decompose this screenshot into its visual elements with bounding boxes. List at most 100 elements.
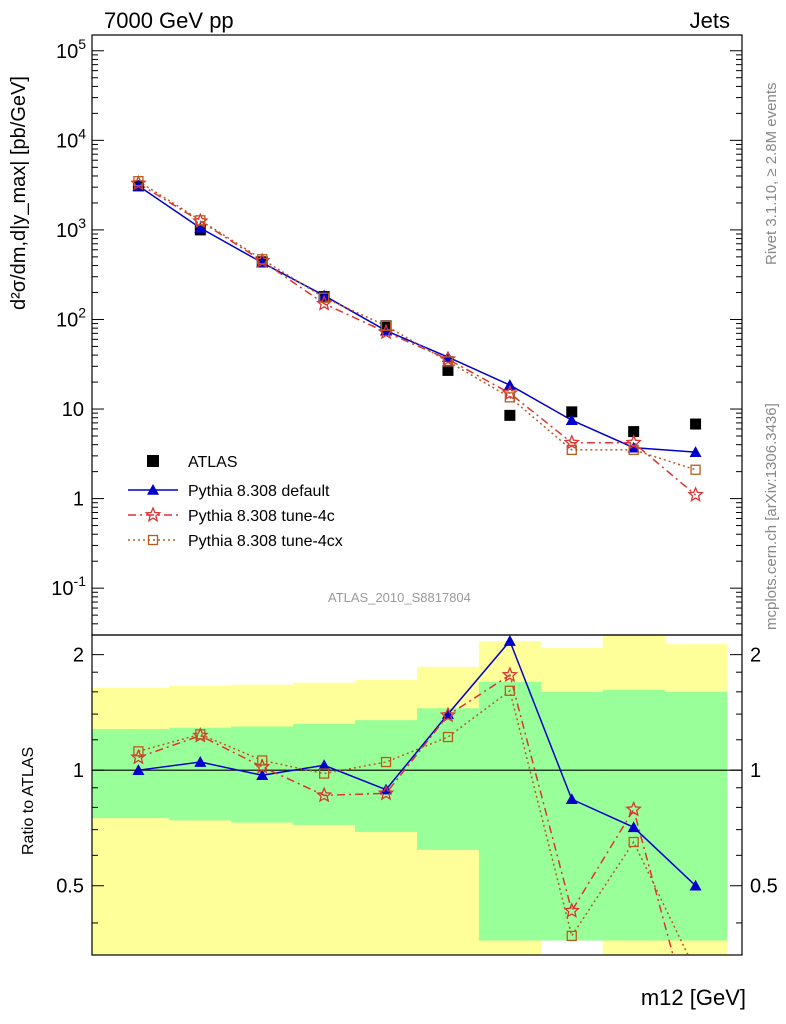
tick-base: 10 <box>56 130 78 152</box>
tune-4cx-point <box>380 320 392 331</box>
ratio-default-point <box>380 783 393 795</box>
default-point <box>256 256 269 268</box>
ratio-series-line <box>138 639 697 887</box>
legend-entry-label: Pythia 8.308 tune-4cx <box>188 533 343 550</box>
ratio-tune-4cx-point <box>195 729 206 740</box>
tick-exp: 2 <box>78 304 86 320</box>
yellow-band-bin <box>107 687 170 955</box>
tune-4cx-point <box>133 176 144 187</box>
legend-entry-label: Pythia 8.308 tune-4c <box>188 508 335 525</box>
ratio-tune-4c-point <box>377 784 395 801</box>
tune-4cx-point <box>195 215 206 226</box>
ratio-series-line <box>138 673 674 955</box>
atlas-point <box>504 409 516 421</box>
atlas-point <box>566 406 578 418</box>
tune-4c-point <box>501 384 519 401</box>
ratio-tune-4cx-point <box>628 836 639 848</box>
main-ytick-label: 102 <box>56 304 86 331</box>
series-line <box>138 182 697 496</box>
main-ytick-label: 10-1 <box>51 573 86 600</box>
main-ytick-label: 103 <box>56 215 86 242</box>
header-right: Jets <box>689 8 730 33</box>
ratio-ytick-label: 2 <box>73 645 84 667</box>
ratio-tune-4c-point <box>563 902 580 918</box>
ratio-plot-frame <box>91 634 743 956</box>
ratio-series-line <box>138 689 689 955</box>
ratio-ytick-label: 0.5 <box>56 876 84 898</box>
tune-4cx-point <box>566 444 577 456</box>
main-ytick-label: 10 <box>62 399 84 421</box>
tune-4c-point <box>687 486 704 503</box>
ratio-ytick-label-right: 2 <box>750 645 761 667</box>
tune-4cx-point <box>504 392 516 403</box>
ratio-ytick-label: 1 <box>73 760 84 782</box>
ratio-tune-4c-point <box>439 706 457 723</box>
ratio-ytick-label-right: 1 <box>750 760 761 782</box>
tick-base: 10 <box>56 220 78 242</box>
x-axis-label: m12 [GeV] <box>640 985 746 1010</box>
tune-4cx-point <box>318 292 330 303</box>
tune-4cx-point <box>442 356 454 367</box>
ratio-tune-4cx-point <box>133 746 144 757</box>
atlas-point <box>628 426 640 438</box>
analysis-watermark: ATLAS_2010_S8817804 <box>328 590 471 605</box>
main-ytick-label: 1 <box>73 489 84 511</box>
ratio-default-point <box>194 756 207 767</box>
ratio-ytick-label-right: 0.5 <box>750 876 778 898</box>
green-band-bin <box>293 723 356 825</box>
ratio-tune-4cx-point <box>442 731 454 743</box>
default-point <box>689 446 702 457</box>
tick-base: 10 <box>51 578 73 600</box>
ratio-default-point <box>565 793 578 805</box>
green-band-bin <box>355 720 418 833</box>
tick-exp: 5 <box>78 36 86 52</box>
ratio-tune-4cx-point <box>566 930 577 942</box>
ratio-tune-4cx-point <box>380 756 392 768</box>
series-line <box>138 185 696 453</box>
default-point <box>565 414 578 426</box>
yellow-band-pad <box>92 687 108 955</box>
green-band-bin <box>602 689 666 941</box>
tune-4cx-point <box>690 464 701 475</box>
default-point <box>318 289 331 301</box>
ratio-tune-4cx-point <box>318 768 330 779</box>
main-ytick-label: 104 <box>56 125 86 152</box>
default-point <box>503 379 516 390</box>
ratio-default-point <box>503 635 516 646</box>
ratio-bands <box>92 635 728 955</box>
ratio-tune-4cx-point <box>691 966 700 975</box>
main-series <box>130 174 704 503</box>
series-line <box>138 180 696 471</box>
legend-entry-label: Pythia 8.308 default <box>188 483 330 500</box>
green-band-pad <box>92 729 108 819</box>
tick-exp: 3 <box>78 215 86 231</box>
legend-entry-label: ATLAS <box>188 454 238 471</box>
green-band-bin <box>417 708 480 850</box>
ratio-default-point <box>627 821 640 833</box>
default-point <box>194 222 207 233</box>
ratio-default-point <box>256 769 269 781</box>
green-band-bin <box>540 691 604 941</box>
legend-atlas-marker <box>147 455 159 467</box>
ratio-tune-4cx-point <box>504 685 516 696</box>
atlas-point <box>442 364 454 376</box>
ratio-tune-4c-point <box>501 666 519 683</box>
legend-default-marker <box>147 484 159 495</box>
legend-tune-4cx-marker <box>147 534 159 546</box>
legend-tune-4c-marker <box>144 506 162 523</box>
ratio-default-point <box>689 879 702 891</box>
atlas-point <box>690 418 702 430</box>
ratio-default-point <box>132 764 145 775</box>
tick-base: 10 <box>56 309 78 331</box>
main-ytick-label: 105 <box>56 36 86 63</box>
tune-4cx-point <box>257 254 268 265</box>
tune-4cx-point <box>628 444 639 456</box>
ratio-tune-4cx-point <box>257 755 268 766</box>
default-point <box>627 441 640 453</box>
green-band-bin <box>478 681 542 941</box>
tick-exp: 4 <box>78 125 86 141</box>
tick-exp: -1 <box>74 573 87 589</box>
ratio-tune-4c-point <box>625 800 642 817</box>
ratio-default-point <box>318 759 331 771</box>
